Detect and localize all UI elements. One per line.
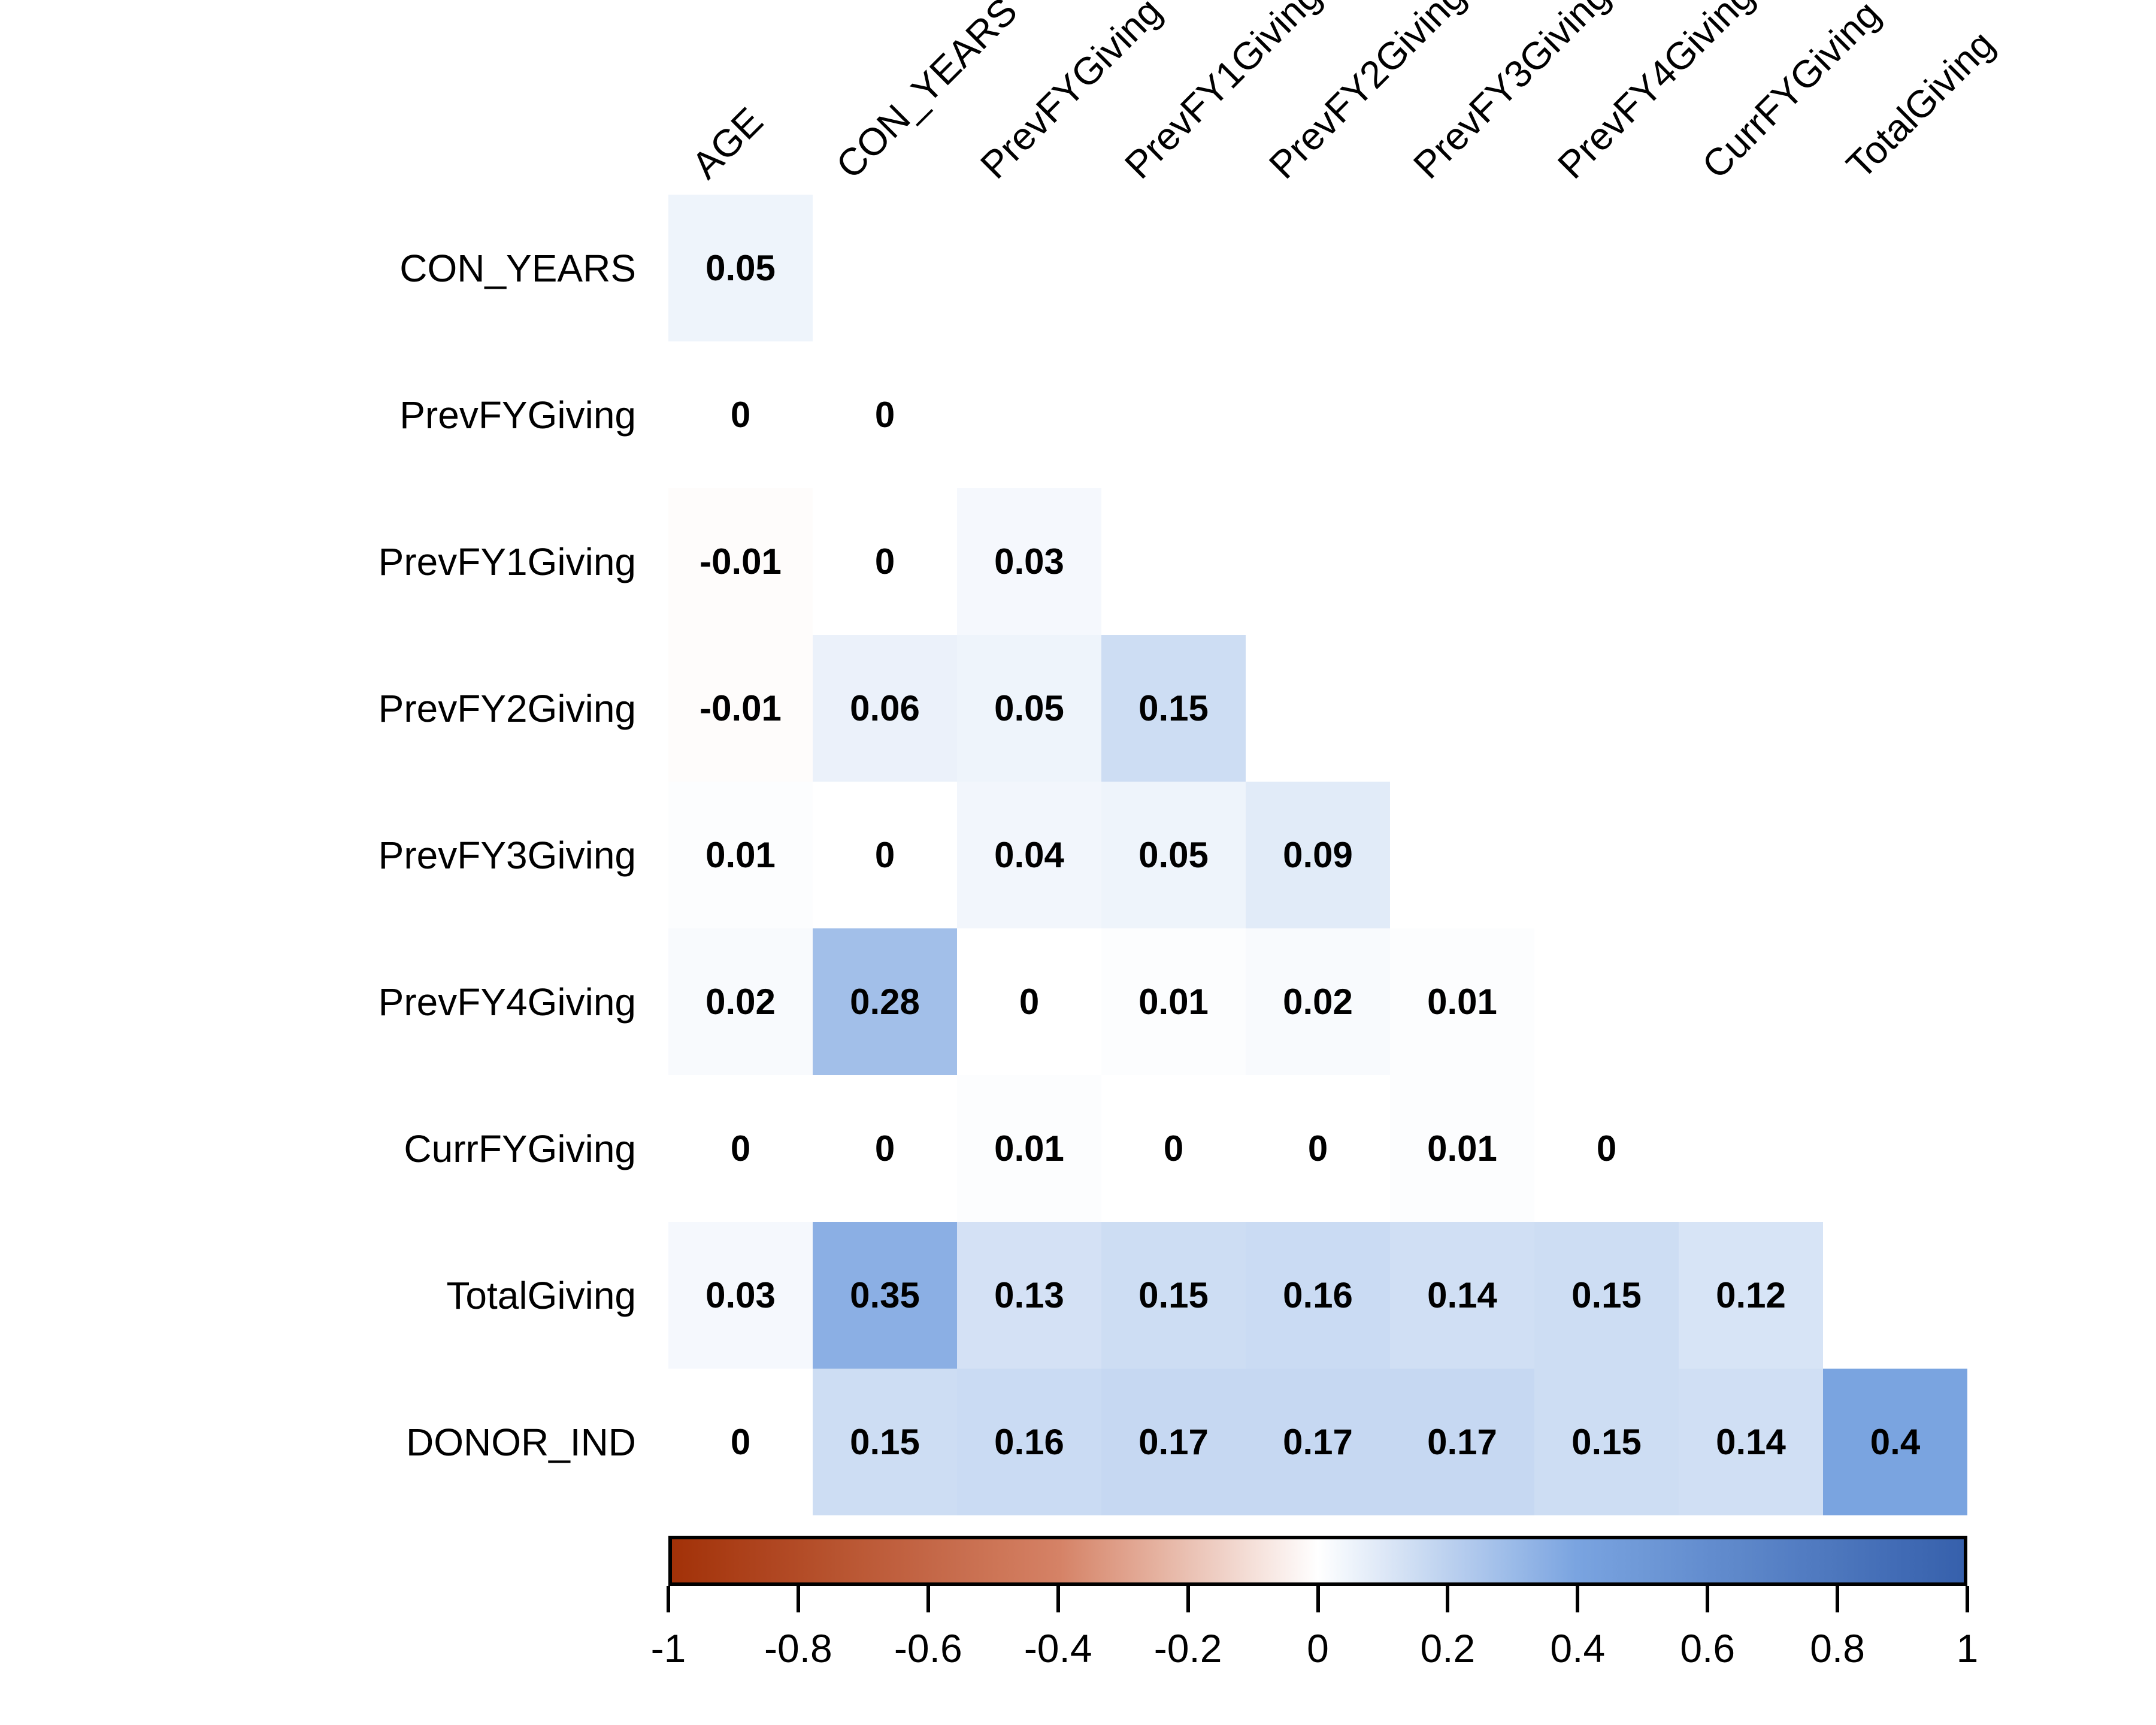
matrix-cell: 0	[813, 1075, 957, 1222]
row-label: PrevFY3Giving	[378, 833, 636, 877]
matrix-cell: 0.15	[1101, 1222, 1246, 1369]
matrix-cell: 0	[813, 488, 957, 635]
matrix-cell: 0	[813, 341, 957, 488]
matrix-cell: 0.03	[668, 1222, 813, 1369]
matrix-cell: 0.16	[1246, 1222, 1390, 1369]
matrix-cell: 0	[1101, 1075, 1246, 1222]
colorbar-tick	[1966, 1586, 1969, 1612]
colorbar-tick-label: -0.2	[1153, 1626, 1222, 1670]
matrix-cell: 0.14	[1679, 1369, 1823, 1515]
matrix-cell: 0.35	[813, 1222, 957, 1369]
matrix-cell: 0.01	[957, 1075, 1101, 1222]
colorbar-tick	[1056, 1586, 1060, 1612]
row-label: PrevFY4Giving	[378, 980, 636, 1024]
matrix-cell: 0	[668, 1075, 813, 1222]
colorbar-tick-label: -1	[650, 1626, 686, 1670]
matrix-cell: 0.06	[813, 635, 957, 782]
matrix-cell: 0.03	[957, 488, 1101, 635]
matrix-cell: 0.28	[813, 928, 957, 1075]
colorbar-tick-label: 0.6	[1680, 1626, 1736, 1670]
matrix-cell: 0.17	[1246, 1369, 1390, 1515]
colorbar-tick	[1576, 1586, 1580, 1612]
matrix-cell: 0.01	[668, 782, 813, 928]
matrix-cell: 0.05	[1101, 782, 1246, 928]
matrix-cell: 0.05	[668, 195, 813, 341]
row-label: PrevFY1Giving	[378, 540, 636, 583]
matrix-cell: 0.15	[1101, 635, 1246, 782]
colorbar-tick	[1706, 1586, 1710, 1612]
column-label: AGE	[683, 99, 771, 187]
matrix-cell: 0.09	[1246, 782, 1390, 928]
matrix-cell: 0.01	[1390, 1075, 1534, 1222]
matrix-cell: 0	[668, 1369, 813, 1515]
colorbar-tick-label: -0.8	[764, 1626, 832, 1670]
matrix-cell: 0.17	[1390, 1369, 1534, 1515]
matrix-cell: -0.01	[668, 635, 813, 782]
matrix-cell: 0.12	[1679, 1222, 1823, 1369]
row-label: PrevFY2Giving	[378, 686, 636, 730]
colorbar-tick	[667, 1586, 670, 1612]
matrix-cell: 0	[1534, 1075, 1679, 1222]
row-label: PrevFYGiving	[399, 393, 636, 437]
row-label: CON_YEARS	[399, 246, 636, 290]
colorbar-tick-label: 0	[1307, 1626, 1329, 1670]
matrix-cell: 0.02	[668, 928, 813, 1075]
colorbar-tick	[1186, 1586, 1190, 1612]
matrix-cell: 0	[813, 782, 957, 928]
colorbar-gradient	[668, 1536, 1967, 1586]
colorbar-tick-label: -0.4	[1024, 1626, 1092, 1670]
matrix-cell: 0.15	[813, 1369, 957, 1515]
colorbar-tick-label: 0.8	[1810, 1626, 1865, 1670]
matrix-cell: 0.02	[1246, 928, 1390, 1075]
matrix-cell: 0.04	[957, 782, 1101, 928]
colorbar-tick	[1316, 1586, 1320, 1612]
matrix-cell: 0.05	[957, 635, 1101, 782]
colorbar-tick-label: 0.2	[1420, 1626, 1476, 1670]
matrix-cell: 0.14	[1390, 1222, 1534, 1369]
colorbar-tick-label: -0.6	[894, 1626, 962, 1670]
matrix-cell: 0	[1246, 1075, 1390, 1222]
matrix-cell: 0.17	[1101, 1369, 1246, 1515]
colorbar-tick	[1836, 1586, 1840, 1612]
matrix-cell: -0.01	[668, 488, 813, 635]
row-label: TotalGiving	[446, 1273, 636, 1317]
colorbar-tick-label: 0.4	[1550, 1626, 1606, 1670]
row-label: DONOR_IND	[405, 1420, 636, 1464]
colorbar-tick-label: 1	[1956, 1626, 1979, 1670]
row-label: CurrFYGiving	[404, 1127, 636, 1170]
matrix-cell: 0.15	[1534, 1222, 1679, 1369]
colorbar-tick	[926, 1586, 930, 1612]
matrix-cell: 0.01	[1101, 928, 1246, 1075]
matrix-cell: 0.16	[957, 1369, 1101, 1515]
matrix-cell: 0	[668, 341, 813, 488]
colorbar-tick	[1446, 1586, 1450, 1612]
matrix-cell: 0.01	[1390, 928, 1534, 1075]
matrix-cell: 0	[957, 928, 1101, 1075]
matrix-cell: 0.15	[1534, 1369, 1679, 1515]
colorbar-tick	[796, 1586, 800, 1612]
matrix-cell: 0.4	[1823, 1369, 1967, 1515]
matrix-cell: 0.13	[957, 1222, 1101, 1369]
